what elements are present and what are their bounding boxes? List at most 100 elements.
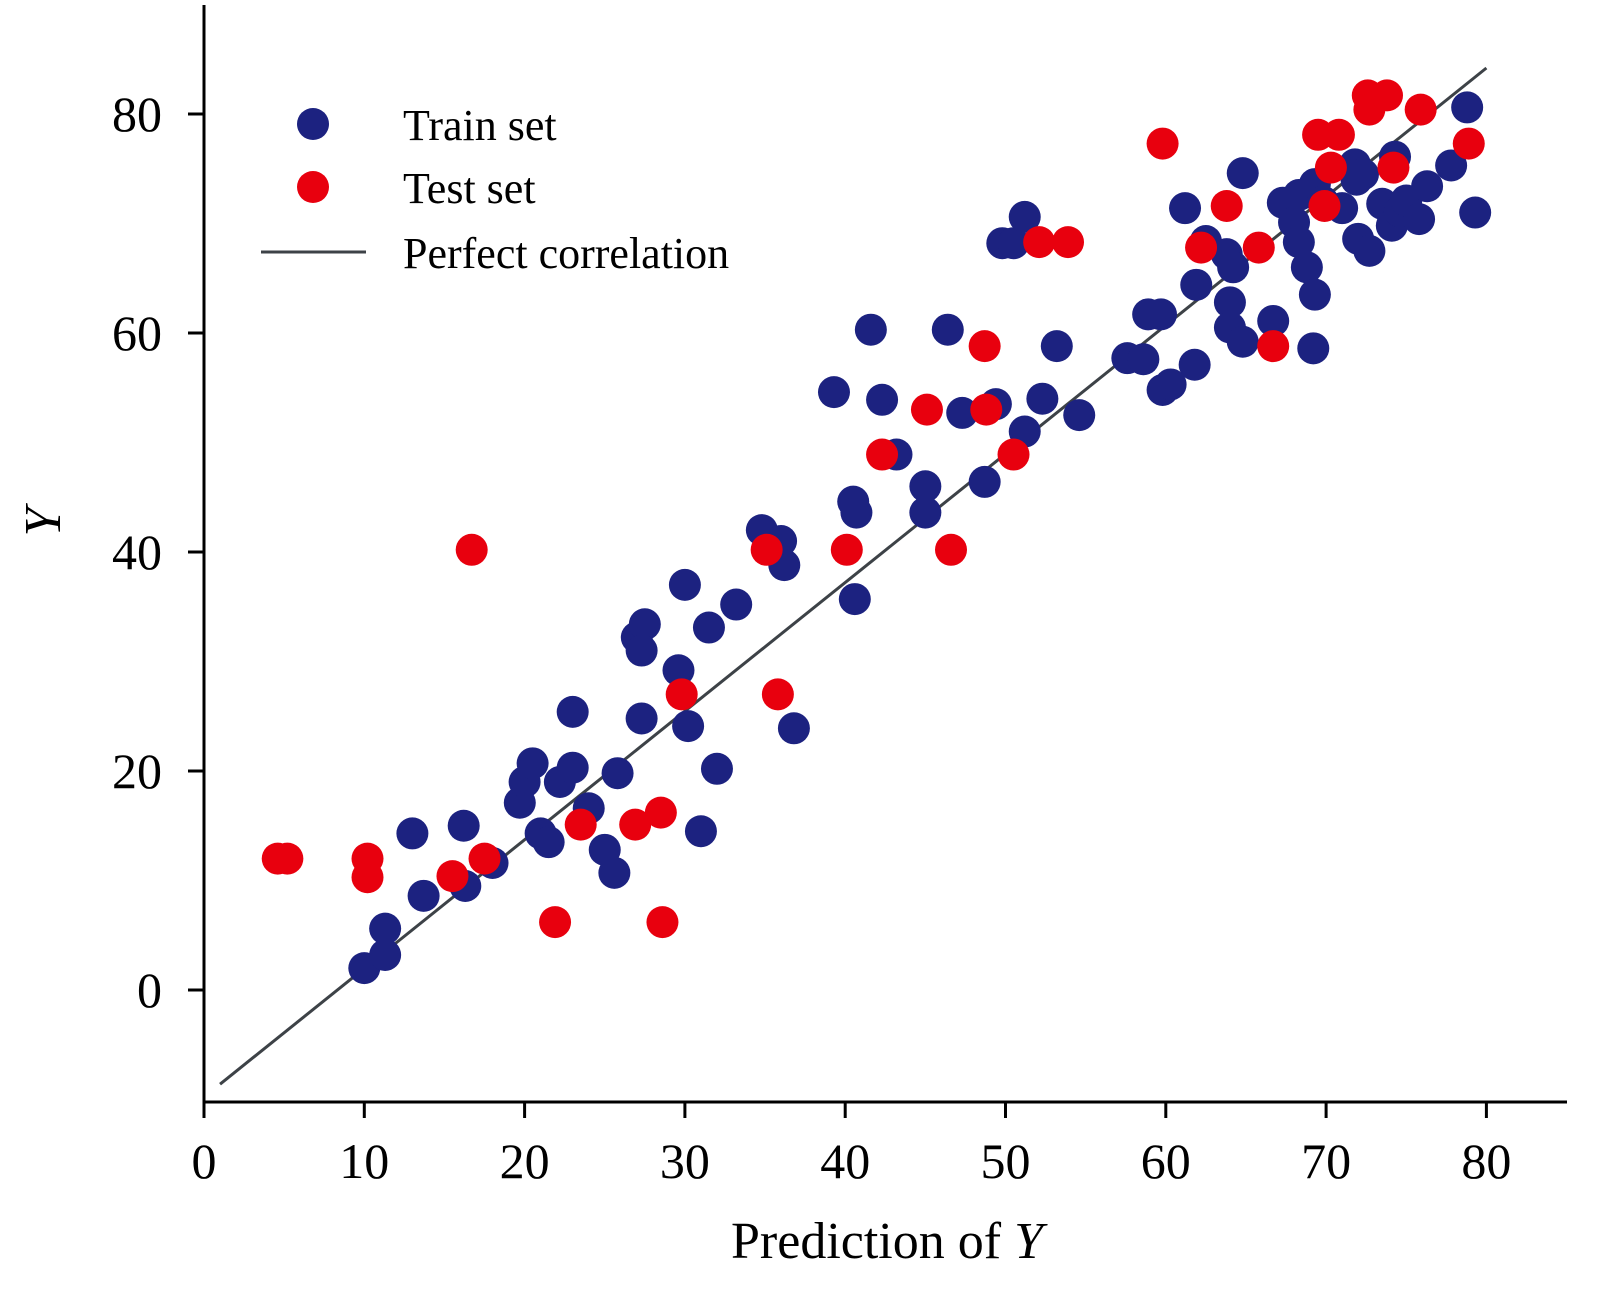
train-set-point bbox=[838, 583, 871, 616]
test-set-point bbox=[1452, 127, 1485, 160]
train-set-point bbox=[601, 757, 634, 790]
train-set-point bbox=[700, 752, 733, 785]
train-set-point bbox=[909, 496, 942, 529]
train-set-point bbox=[628, 608, 661, 641]
x-tick-label: 40 bbox=[820, 1133, 870, 1189]
y-tick-label: 20 bbox=[112, 743, 162, 799]
test-set-point bbox=[564, 808, 597, 841]
test-set-point bbox=[436, 860, 469, 893]
train-set-point bbox=[1180, 268, 1213, 301]
test-set-point bbox=[1242, 231, 1275, 264]
train-set-point bbox=[556, 751, 589, 784]
legend-item-reference: Perfect correlation bbox=[261, 229, 729, 278]
legend-train-marker bbox=[297, 108, 329, 140]
test-set-point bbox=[750, 533, 783, 566]
train-set-point bbox=[840, 496, 873, 529]
train-set-point bbox=[1226, 325, 1259, 358]
y-axis-title: Y bbox=[15, 502, 72, 536]
x-tick-label: 10 bbox=[339, 1133, 389, 1189]
test-set-point bbox=[1052, 226, 1085, 259]
test-set-point bbox=[997, 438, 1030, 471]
train-set-point bbox=[1353, 234, 1386, 267]
y-tick-label: 80 bbox=[112, 86, 162, 142]
x-tick-label: 0 bbox=[192, 1133, 217, 1189]
test-set-point bbox=[468, 842, 501, 875]
test-set-point bbox=[1210, 189, 1243, 222]
train-set-point bbox=[968, 465, 1001, 498]
train-set-point bbox=[1298, 278, 1331, 311]
train-set-point bbox=[1297, 332, 1330, 365]
train-set-point bbox=[556, 695, 589, 728]
train-set-point bbox=[1063, 399, 1096, 432]
x-tick-label: 50 bbox=[981, 1133, 1031, 1189]
train-set-point bbox=[692, 611, 725, 644]
legend-reference-label: Perfect correlation bbox=[403, 229, 729, 278]
x-tick-label: 30 bbox=[660, 1133, 710, 1189]
train-set-point bbox=[516, 747, 549, 780]
test-set-point bbox=[646, 906, 679, 939]
test-set-point bbox=[934, 533, 967, 566]
plot-area: 0 10 20 30 40 50 60 70 80 0 20 40 60 80 bbox=[112, 5, 1567, 1189]
train-set-point bbox=[1144, 298, 1177, 331]
test-set-point bbox=[830, 533, 863, 566]
perfect-correlation-line bbox=[219, 66, 1488, 1086]
test-set-point bbox=[970, 393, 1003, 426]
train-set-point bbox=[396, 817, 429, 850]
train-set-point bbox=[1217, 251, 1250, 284]
test-set-point bbox=[1322, 118, 1355, 151]
train-set-point bbox=[1282, 226, 1315, 259]
test-set-point bbox=[1185, 231, 1218, 264]
train-set-point bbox=[662, 654, 695, 687]
train-set-point bbox=[598, 856, 631, 889]
train-set-point bbox=[1213, 286, 1246, 319]
train-set-point bbox=[720, 588, 753, 621]
train-set-point bbox=[625, 634, 658, 667]
test-set-point bbox=[1308, 189, 1341, 222]
y-axis-ticks: 0 20 40 60 80 bbox=[112, 86, 204, 1018]
legend-train-label: Train set bbox=[403, 101, 557, 150]
test-set-point bbox=[1377, 151, 1410, 184]
test-set-point bbox=[665, 678, 698, 711]
train-set-point bbox=[668, 568, 701, 601]
train-set-point bbox=[1178, 348, 1211, 381]
test-set-point bbox=[271, 842, 304, 875]
train-set-point bbox=[672, 710, 705, 743]
train-set-point bbox=[1346, 158, 1379, 191]
test-set-point bbox=[1371, 79, 1404, 112]
y-tick-label: 60 bbox=[112, 305, 162, 361]
x-tick-label: 70 bbox=[1301, 1133, 1351, 1189]
data-points bbox=[261, 79, 1492, 985]
train-set-point bbox=[1040, 330, 1073, 363]
legend-item-test: Test set bbox=[297, 164, 536, 213]
train-set-point bbox=[1154, 368, 1187, 401]
y-tick-label: 40 bbox=[112, 524, 162, 580]
train-set-point bbox=[866, 383, 899, 416]
train-set-point bbox=[625, 702, 658, 735]
train-set-point bbox=[817, 376, 850, 409]
test-set-point bbox=[1023, 226, 1056, 259]
train-set-point bbox=[1127, 343, 1160, 376]
test-set-point bbox=[910, 393, 943, 426]
test-set-point bbox=[761, 678, 794, 711]
test-set-point bbox=[539, 906, 572, 939]
test-set-point bbox=[619, 808, 652, 841]
train-set-point bbox=[1008, 200, 1041, 233]
train-set-point bbox=[369, 938, 402, 971]
train-set-point bbox=[407, 879, 440, 912]
y-tick-label: 0 bbox=[137, 962, 162, 1018]
test-set-point bbox=[1257, 330, 1290, 363]
train-set-point bbox=[532, 826, 565, 859]
train-set-point bbox=[1411, 170, 1444, 203]
train-set-point bbox=[1257, 304, 1290, 337]
train-set-point bbox=[1290, 251, 1323, 284]
test-set-point bbox=[1404, 93, 1437, 126]
train-set-point bbox=[946, 396, 979, 429]
legend-item-train: Train set bbox=[297, 101, 557, 150]
train-set-point bbox=[369, 912, 402, 945]
x-axis-title: Prediction of Y bbox=[731, 1213, 1048, 1270]
train-set-point bbox=[1459, 196, 1492, 229]
train-set-point bbox=[1226, 157, 1259, 190]
train-set-point bbox=[931, 313, 964, 346]
test-set-point bbox=[1146, 127, 1179, 160]
